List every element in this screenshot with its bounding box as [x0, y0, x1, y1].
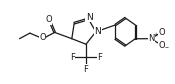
Text: O: O	[45, 15, 52, 24]
Text: N: N	[148, 34, 154, 43]
Text: O: O	[159, 41, 165, 50]
Text: O: O	[159, 28, 165, 37]
Text: F: F	[97, 53, 102, 62]
Text: N: N	[86, 13, 93, 22]
Text: F: F	[84, 65, 88, 74]
Text: O: O	[39, 33, 46, 42]
Text: F: F	[70, 53, 75, 62]
Text: +: +	[154, 32, 158, 37]
Text: −: −	[164, 45, 168, 50]
Text: N: N	[94, 27, 101, 36]
